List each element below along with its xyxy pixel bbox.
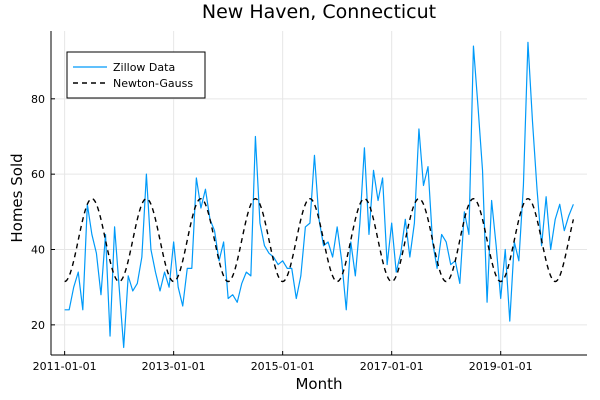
legend-label: Newton-Gauss (113, 77, 193, 90)
y-tick-label: 20 (31, 319, 45, 332)
y-tick-label: 40 (31, 244, 45, 257)
x-tick-label: 2015-01-01 (251, 360, 315, 373)
series-layer (64, 41, 575, 349)
series-line-zillow-data (64, 41, 574, 349)
x-tick-label: 2017-01-01 (360, 360, 424, 373)
legend-box (66, 51, 206, 99)
x-axis-label: Month (295, 375, 342, 393)
series-line-newton-gauss (64, 197, 575, 283)
x-tick-label: 2013-01-01 (142, 360, 206, 373)
y-tick-label: 80 (31, 93, 45, 106)
axes: 2011-01-01 2013-01-01 2015-01-01 2017-01-01… (31, 31, 587, 373)
x-tick-label: 2011-01-01 (33, 360, 97, 373)
chart-title: New Haven, Connecticut (202, 1, 436, 23)
legend-label: Zillow Data (113, 61, 175, 74)
y-tick-label: 60 (31, 168, 45, 181)
x-tick-label: 2019-01-01 (469, 360, 533, 373)
legend: Zillow Data Newton-Gauss (66, 51, 206, 99)
y-axis-label: Homes Sold (8, 153, 26, 242)
grid (51, 31, 587, 355)
